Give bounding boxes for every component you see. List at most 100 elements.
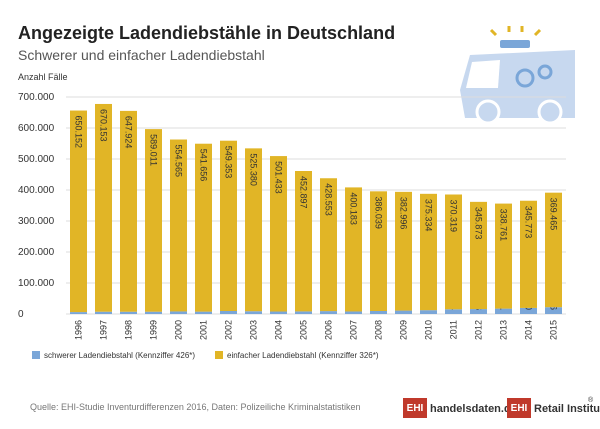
y-tick-label: 100.000	[18, 278, 55, 289]
x-tick-label: 2010	[424, 320, 434, 340]
x-tick-label: 2013	[499, 320, 509, 340]
value-label: 386.039	[374, 196, 384, 229]
bar-segment	[420, 193, 437, 311]
bar-segment	[370, 310, 387, 314]
bar-segment	[345, 311, 362, 314]
x-tick-label: 2012	[474, 320, 484, 340]
x-tick-label: 2014	[524, 320, 534, 340]
bar-segment	[470, 201, 487, 310]
x-tick-label: 2005	[299, 320, 309, 340]
legend-label: einfacher Ladendiebstahl (Kennziffer 326…	[227, 351, 379, 360]
chart-subtitle: Schwerer und einfacher Ladendiebstahl	[18, 47, 265, 63]
bar-segment	[395, 191, 412, 311]
logos: EHI handelsdaten.de EHI Retail Institute…	[403, 396, 600, 418]
value-label: 549.353	[224, 146, 234, 179]
legend-swatch	[32, 351, 40, 359]
bar-segment	[95, 311, 112, 314]
y-tick-label: 700.000	[18, 92, 55, 103]
bar-segment	[520, 307, 537, 314]
bar-segment	[120, 311, 137, 314]
value-label: 338.761	[499, 209, 509, 242]
bar-segment	[545, 307, 562, 314]
y-tick-label: 500.000	[18, 154, 55, 165]
bar-segment	[370, 191, 387, 311]
x-tick-label: 2002	[224, 320, 234, 340]
bar-segment	[145, 311, 162, 314]
bar-segment	[495, 203, 512, 309]
y-axis-label: Anzahl Fälle	[18, 72, 68, 82]
bar-segment	[145, 129, 162, 312]
value-label: 375.334	[424, 199, 434, 232]
value-label: 525.380	[249, 153, 259, 186]
logo-mark: EHI	[511, 403, 528, 414]
value-label: 428.553	[324, 183, 334, 216]
y-tick-label: 0	[18, 309, 24, 320]
bar-segment	[170, 311, 187, 314]
x-tick-label: 2006	[324, 320, 334, 340]
bar-segment	[470, 309, 487, 314]
bar-segment	[70, 110, 87, 313]
legend-swatch	[215, 351, 223, 359]
x-tick-label: 2004	[274, 320, 284, 340]
bar-segment	[445, 309, 462, 314]
bar-segment	[395, 310, 412, 314]
x-tick-label: 1997	[99, 320, 109, 340]
bar-segment	[245, 311, 262, 314]
y-tick-label: 300.000	[18, 216, 55, 227]
value-label: 541.656	[199, 149, 209, 182]
x-tick-label: 2008	[374, 320, 384, 340]
bar-segment	[545, 192, 562, 308]
y-tick-label: 600.000	[18, 123, 55, 134]
van-illustration	[460, 26, 575, 125]
bar-segment	[195, 311, 212, 314]
chart-title: Angezeigte Ladendiebstähle in Deutschlan…	[18, 23, 395, 43]
bar-segment	[220, 310, 237, 314]
bar-segment	[320, 178, 337, 312]
x-tick-label: 2009	[399, 320, 409, 340]
logo-mark: EHI	[407, 403, 424, 414]
value-label: 647.924	[124, 116, 134, 149]
bar-segment	[520, 200, 537, 308]
value-label: 400.183	[349, 192, 359, 225]
bar-segment	[245, 148, 262, 312]
value-label: 670.153	[99, 109, 109, 142]
value-label: 345.873	[474, 207, 484, 240]
y-tick-label: 200.000	[18, 247, 55, 258]
bar-segment	[95, 103, 112, 312]
x-tick-label: 2003	[249, 320, 259, 340]
x-tick-label: 2007	[349, 320, 359, 340]
y-tick-label: 400.000	[18, 185, 55, 196]
bar-segment	[345, 187, 362, 312]
x-tick-label: 2015	[549, 320, 559, 340]
value-label: 589.011	[149, 134, 159, 166]
bar-segment	[295, 311, 312, 314]
bar-segment	[195, 143, 212, 312]
bar-segment	[295, 170, 312, 312]
bar-segment	[170, 139, 187, 312]
value-label: 650.152	[74, 116, 84, 149]
x-tick-label: 1998	[124, 320, 134, 340]
logo-registered: ®	[588, 396, 594, 404]
legend-label: schwerer Ladendiebstahl (Kennziffer 426*…	[44, 351, 195, 360]
bar-segment	[220, 140, 237, 311]
logo-text: Retail Institute	[534, 403, 600, 415]
x-tick-label: 1999	[149, 320, 159, 340]
value-label: 452.897	[299, 176, 309, 209]
legend: schwerer Ladendiebstahl (Kennziffer 426*…	[32, 351, 379, 360]
bar-segment	[445, 194, 462, 310]
bar-segment	[120, 110, 137, 312]
value-label: 345.773	[524, 206, 534, 239]
bar-segment	[495, 308, 512, 314]
value-label: 369.465	[549, 198, 559, 231]
bar-segment	[420, 310, 437, 314]
x-tick-label: 1996	[74, 320, 84, 340]
value-label: 501.433	[274, 161, 284, 194]
x-tick-label: 2011	[449, 320, 459, 339]
bar-segment	[70, 312, 87, 314]
source: Quelle: EHI-Studie Inventurdifferenzen 2…	[30, 402, 361, 412]
x-tick-label: 2000	[174, 320, 184, 340]
bar-segment	[320, 311, 337, 314]
bar-segment	[270, 311, 287, 314]
logo-text: handelsdaten.de	[430, 403, 517, 415]
